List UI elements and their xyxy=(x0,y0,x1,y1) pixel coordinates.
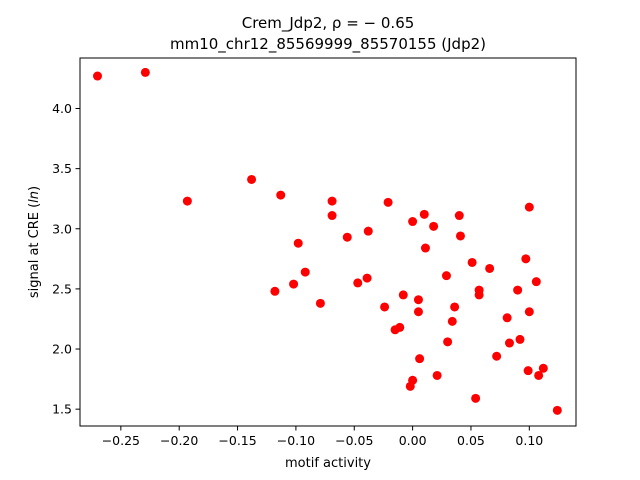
y-tick-label: 4.0 xyxy=(52,101,72,116)
x-axis-label: motif activity xyxy=(285,456,371,471)
data-point-43 xyxy=(502,313,512,323)
y-axis-label-prefix: signal at CRE ( xyxy=(27,203,42,298)
x-tick-label: −0.10 xyxy=(277,433,315,448)
x-axis-ticks: −0.25 −0.20 −0.15 −0.10 −0.05 0.00 0.05 0.10 xyxy=(102,426,543,448)
y-tick-label: 3.0 xyxy=(52,221,72,236)
data-point-52 xyxy=(534,370,544,380)
data-point-2 xyxy=(182,196,192,206)
data-point-45 xyxy=(513,285,523,295)
data-point-51 xyxy=(531,277,541,287)
data-point-1 xyxy=(140,67,150,77)
x-tick-label: 0.05 xyxy=(457,433,485,448)
data-point-14 xyxy=(363,226,373,236)
data-point-41 xyxy=(485,263,495,273)
y-axis-label: signal at CRE (ln) xyxy=(27,186,42,298)
data-point-29 xyxy=(405,381,415,391)
data-point-54 xyxy=(552,405,562,415)
data-point-48 xyxy=(524,202,534,212)
y-tick-label: 2.0 xyxy=(52,342,72,357)
data-point-15 xyxy=(362,273,372,283)
x-tick-label: 0.00 xyxy=(399,433,427,448)
data-point-39 xyxy=(474,290,484,300)
x-tick-label: −0.05 xyxy=(335,433,373,448)
data-point-53 xyxy=(538,363,548,373)
y-tick-label: 2.5 xyxy=(52,281,72,296)
y-axis-label-variable: ln xyxy=(27,191,42,203)
data-point-31 xyxy=(441,271,451,281)
y-axis-label-suffix: ) xyxy=(27,186,42,191)
points-layer xyxy=(93,67,562,415)
data-point-24 xyxy=(420,243,430,253)
data-point-25 xyxy=(413,295,423,305)
data-point-46 xyxy=(515,334,525,344)
data-point-44 xyxy=(504,338,514,348)
data-point-32 xyxy=(443,337,453,347)
data-point-26 xyxy=(413,307,423,317)
chart-title-line1: Crem_Jdp2, ρ = − 0.65 xyxy=(242,14,415,33)
data-point-7 xyxy=(293,238,303,248)
data-point-30 xyxy=(432,370,442,380)
data-point-40 xyxy=(471,393,481,403)
data-point-22 xyxy=(419,209,429,219)
data-point-12 xyxy=(342,232,352,242)
data-point-13 xyxy=(353,278,363,288)
data-point-33 xyxy=(447,316,457,326)
data-point-21 xyxy=(408,217,418,227)
x-tick-label: −0.25 xyxy=(102,433,140,448)
data-point-8 xyxy=(300,267,310,277)
data-point-35 xyxy=(454,211,464,221)
data-point-27 xyxy=(415,354,425,364)
data-point-47 xyxy=(521,254,531,264)
data-point-34 xyxy=(450,302,460,312)
plot-area-frame xyxy=(79,57,577,427)
data-point-42 xyxy=(492,351,502,361)
x-tick-label: −0.20 xyxy=(160,433,198,448)
data-point-20 xyxy=(398,290,408,300)
data-point-50 xyxy=(523,366,533,376)
data-point-6 xyxy=(289,279,299,289)
data-point-17 xyxy=(380,302,390,312)
data-point-23 xyxy=(429,221,439,231)
data-point-9 xyxy=(315,298,325,308)
data-point-4 xyxy=(276,190,286,200)
y-tick-label: 1.5 xyxy=(52,402,72,417)
data-point-16 xyxy=(383,197,393,207)
data-point-19 xyxy=(395,322,405,332)
data-point-37 xyxy=(467,257,477,267)
y-axis-ticks: 1.5 2.0 2.5 3.0 3.5 4.0 xyxy=(52,101,80,417)
data-point-5 xyxy=(270,286,280,296)
data-point-3 xyxy=(247,174,257,184)
chart-title-line2: mm10_chr12_85569999_85570155 (Jdp2) xyxy=(170,35,486,54)
data-point-49 xyxy=(524,307,534,317)
y-tick-label: 3.5 xyxy=(52,161,72,176)
data-point-11 xyxy=(327,211,337,221)
x-tick-label: 0.10 xyxy=(515,433,543,448)
x-tick-label: −0.15 xyxy=(218,433,256,448)
data-point-0 xyxy=(93,71,103,81)
data-point-10 xyxy=(327,196,337,206)
data-point-36 xyxy=(455,231,465,241)
